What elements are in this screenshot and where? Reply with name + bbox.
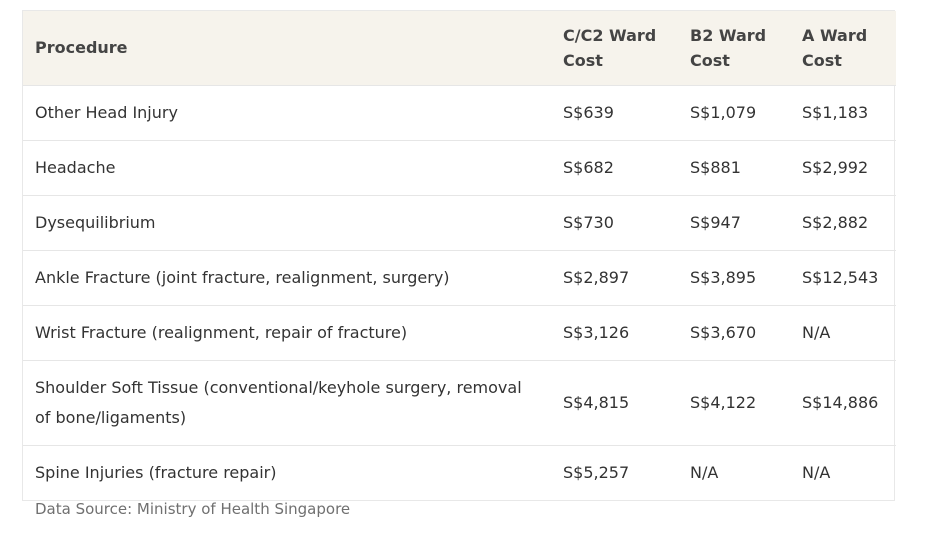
procedure-cell: Shoulder Soft Tissue (conventional/keyho… (35, 377, 522, 427)
b2-cost-cell: S$4,122 (690, 392, 757, 412)
c2-cost-cell: S$730 (563, 212, 614, 232)
a-cost-cell: S$2,882 (802, 212, 869, 232)
procedure-cell: Wrist Fracture (realignment, repair of f… (35, 322, 408, 342)
a-cost-cell: S$14,886 (802, 392, 879, 412)
data-source-caption: Data Source: Ministry of Health Singapor… (35, 500, 351, 518)
procedure-cell: Other Head Injury (35, 102, 178, 122)
a-cost-cell: N/A (802, 322, 831, 342)
c2-cost-cell: S$4,815 (563, 392, 630, 412)
procedure-cell: Dysequilibrium (35, 212, 156, 232)
b2-cost-cell: S$881 (690, 157, 741, 177)
b2-cost-cell: S$3,670 (690, 322, 757, 342)
c2-cost-cell: S$3,126 (563, 322, 630, 342)
c2-cost-cell: S$2,897 (563, 267, 630, 287)
table-row: Ankle Fracture (joint fracture, realignm… (23, 250, 896, 305)
table-row: Spine Injuries (fracture repair) S$5,257… (23, 445, 896, 500)
header-c2-ward-cost: C/C2 Ward Cost (563, 25, 657, 70)
c2-cost-cell: S$682 (563, 157, 614, 177)
table-row: Headache S$682 S$881 S$2,992 (23, 140, 896, 195)
table-row: Dysequilibrium S$730 S$947 S$2,882 (23, 195, 896, 250)
c2-cost-cell: S$5,257 (563, 462, 630, 482)
procedure-cell: Headache (35, 157, 116, 177)
a-cost-cell: N/A (802, 462, 831, 482)
b2-cost-cell: S$947 (690, 212, 741, 232)
table-row: Other Head Injury S$639 S$1,079 S$1,183 (23, 85, 896, 140)
table-header-row: Procedure C/C2 Ward Cost B2 Ward Cost A … (23, 11, 896, 85)
table-row: Shoulder Soft Tissue (conventional/keyho… (23, 360, 896, 445)
b2-cost-cell: S$1,079 (690, 102, 757, 122)
b2-cost-cell: N/A (690, 462, 719, 482)
header-a-ward-cost: A Ward Cost (802, 25, 868, 70)
c2-cost-cell: S$639 (563, 102, 614, 122)
table-row: Wrist Fracture (realignment, repair of f… (23, 305, 896, 360)
b2-cost-cell: S$3,895 (690, 267, 757, 287)
procedure-cell: Spine Injuries (fracture repair) (35, 462, 277, 482)
a-cost-cell: S$1,183 (802, 102, 869, 122)
a-cost-cell: S$2,992 (802, 157, 869, 177)
header-procedure: Procedure (35, 38, 128, 58)
cost-table-container: Procedure C/C2 Ward Cost B2 Ward Cost A … (22, 10, 896, 501)
a-cost-cell: S$12,543 (802, 267, 879, 287)
procedure-cost-table: Procedure C/C2 Ward Cost B2 Ward Cost A … (23, 11, 896, 500)
header-b2-ward-cost: B2 Ward Cost (690, 25, 767, 70)
procedure-cell: Ankle Fracture (joint fracture, realignm… (35, 267, 450, 287)
